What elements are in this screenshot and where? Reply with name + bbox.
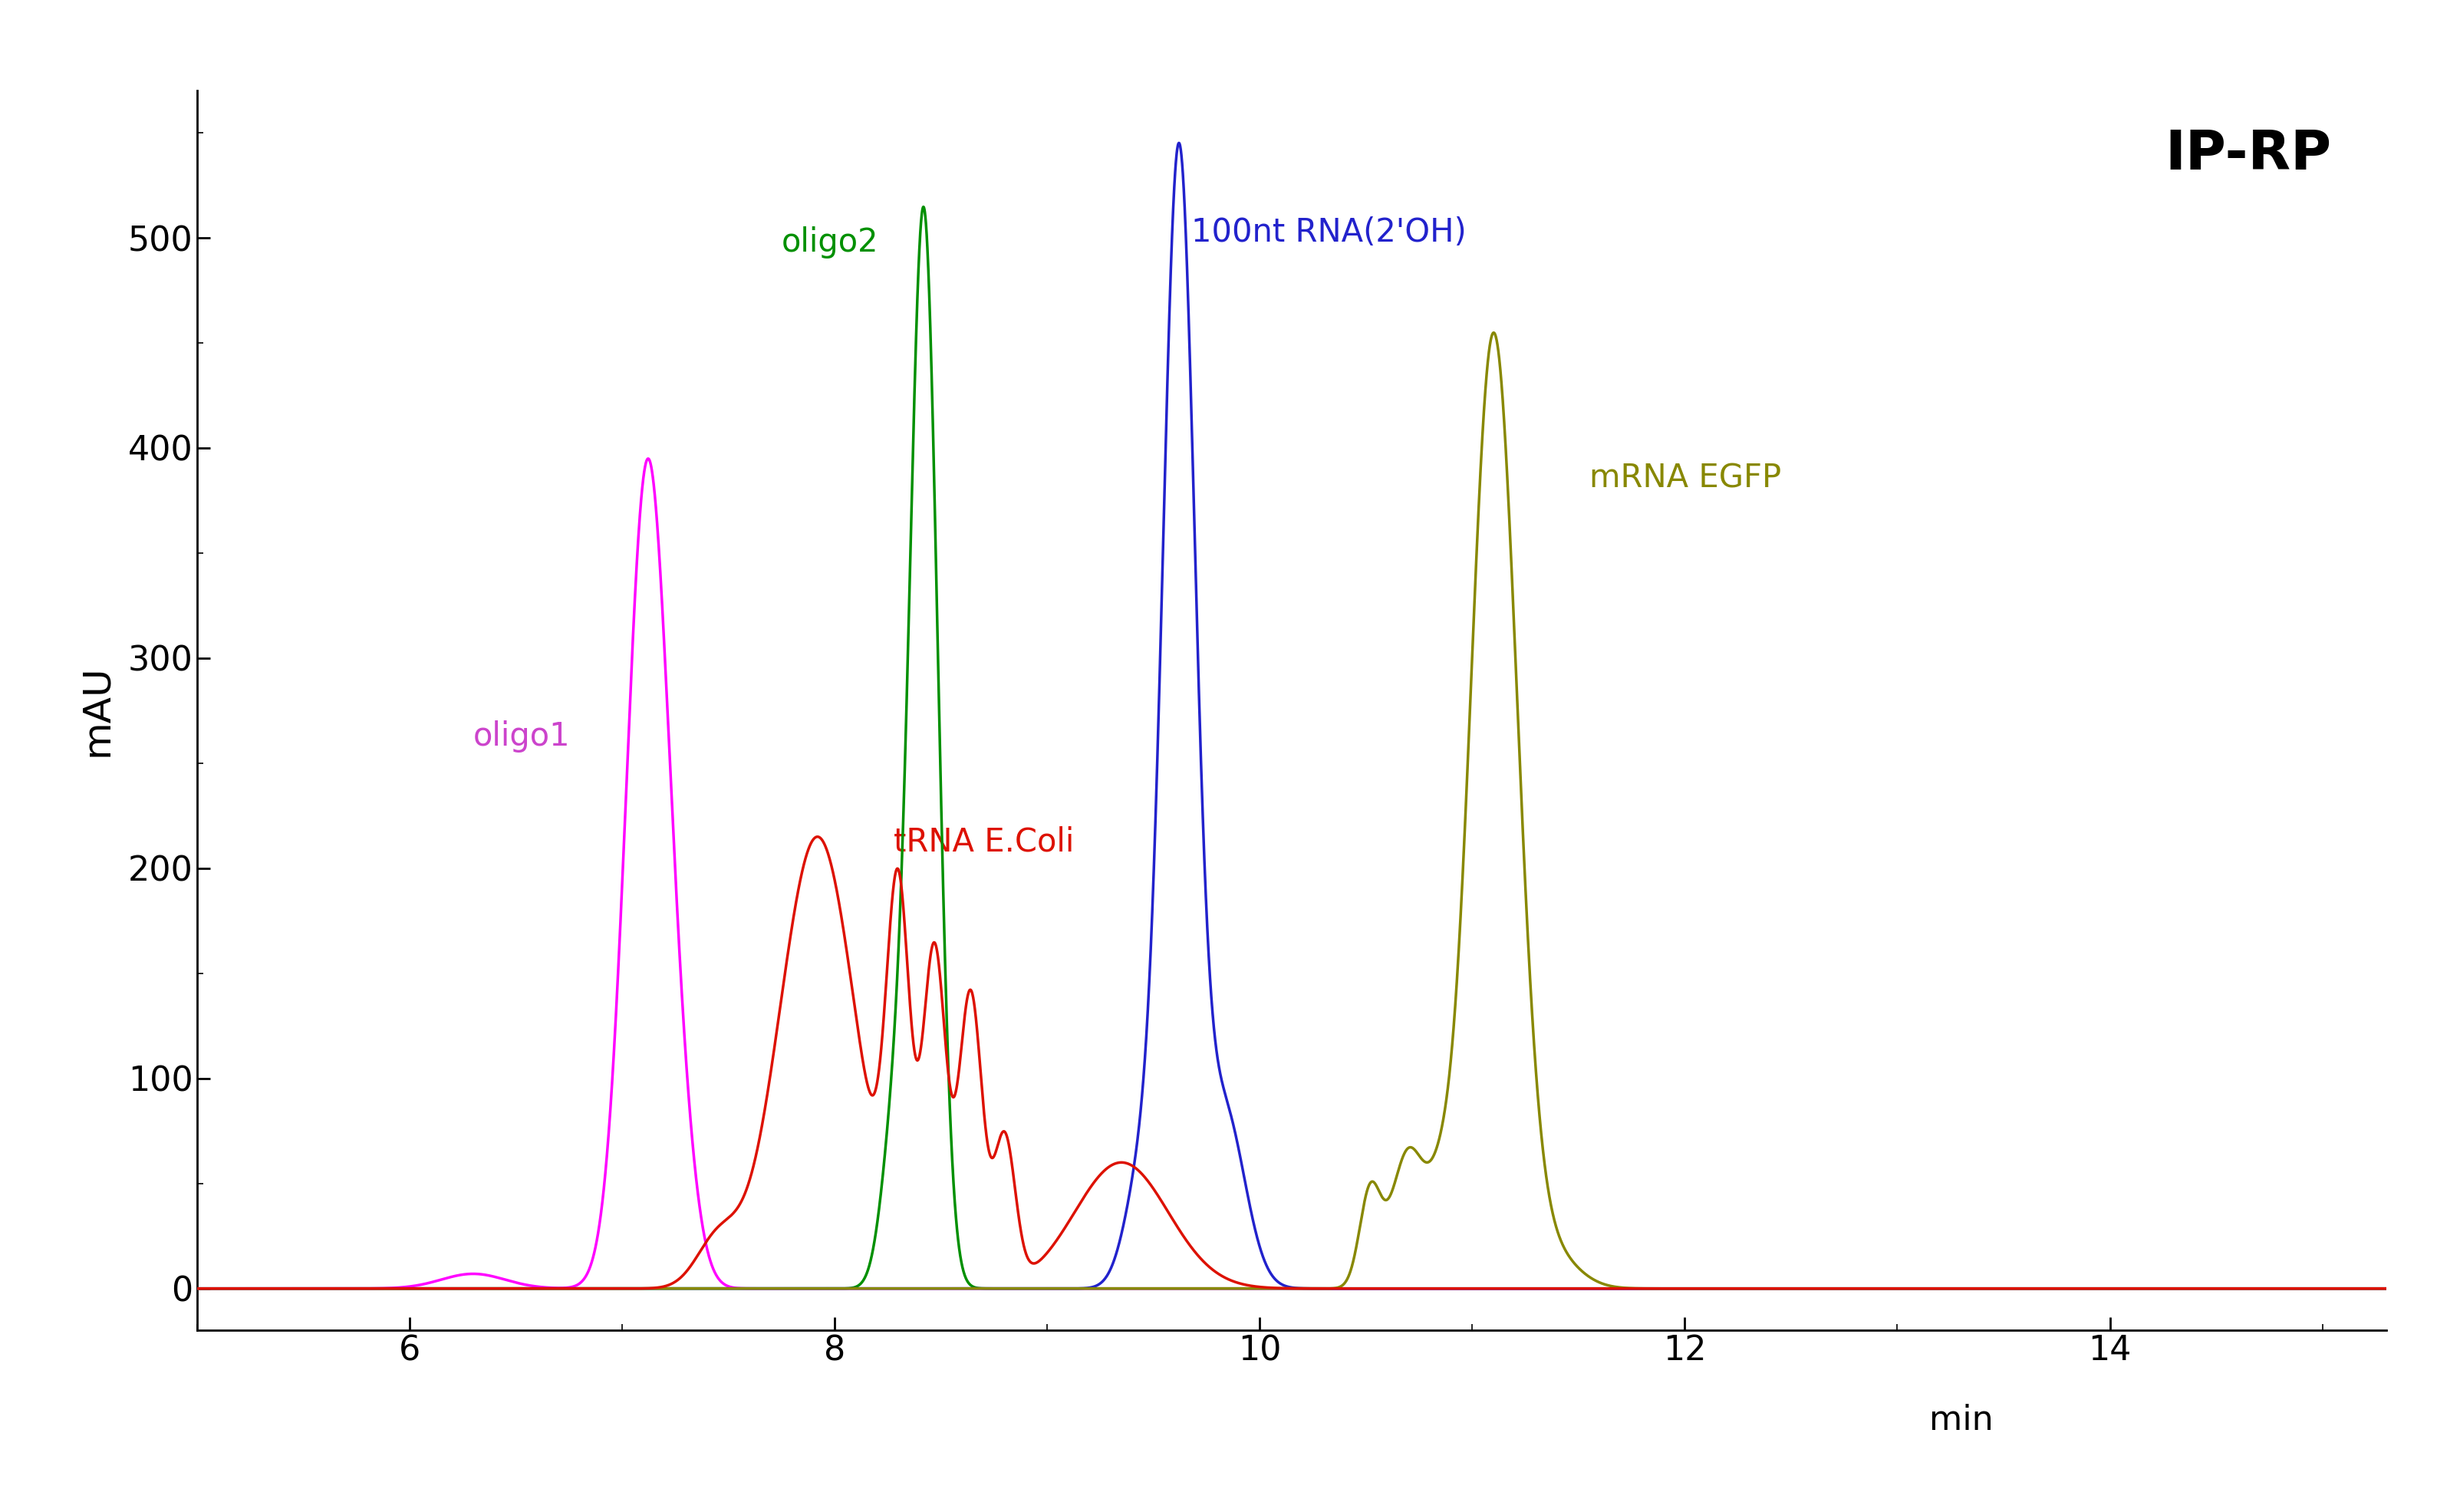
Text: IP-RP: IP-RP xyxy=(2165,129,2332,181)
Text: min: min xyxy=(1929,1405,1993,1436)
Text: 100nt RNA(2'OH): 100nt RNA(2'OH) xyxy=(1191,216,1466,248)
Text: tRNA E.Coli: tRNA E.Coli xyxy=(893,826,1075,857)
Text: mRNA EGFP: mRNA EGFP xyxy=(1589,463,1781,494)
Y-axis label: mAU: mAU xyxy=(79,665,116,756)
Text: oligo2: oligo2 xyxy=(782,227,878,259)
Text: oligo1: oligo1 xyxy=(472,720,571,753)
